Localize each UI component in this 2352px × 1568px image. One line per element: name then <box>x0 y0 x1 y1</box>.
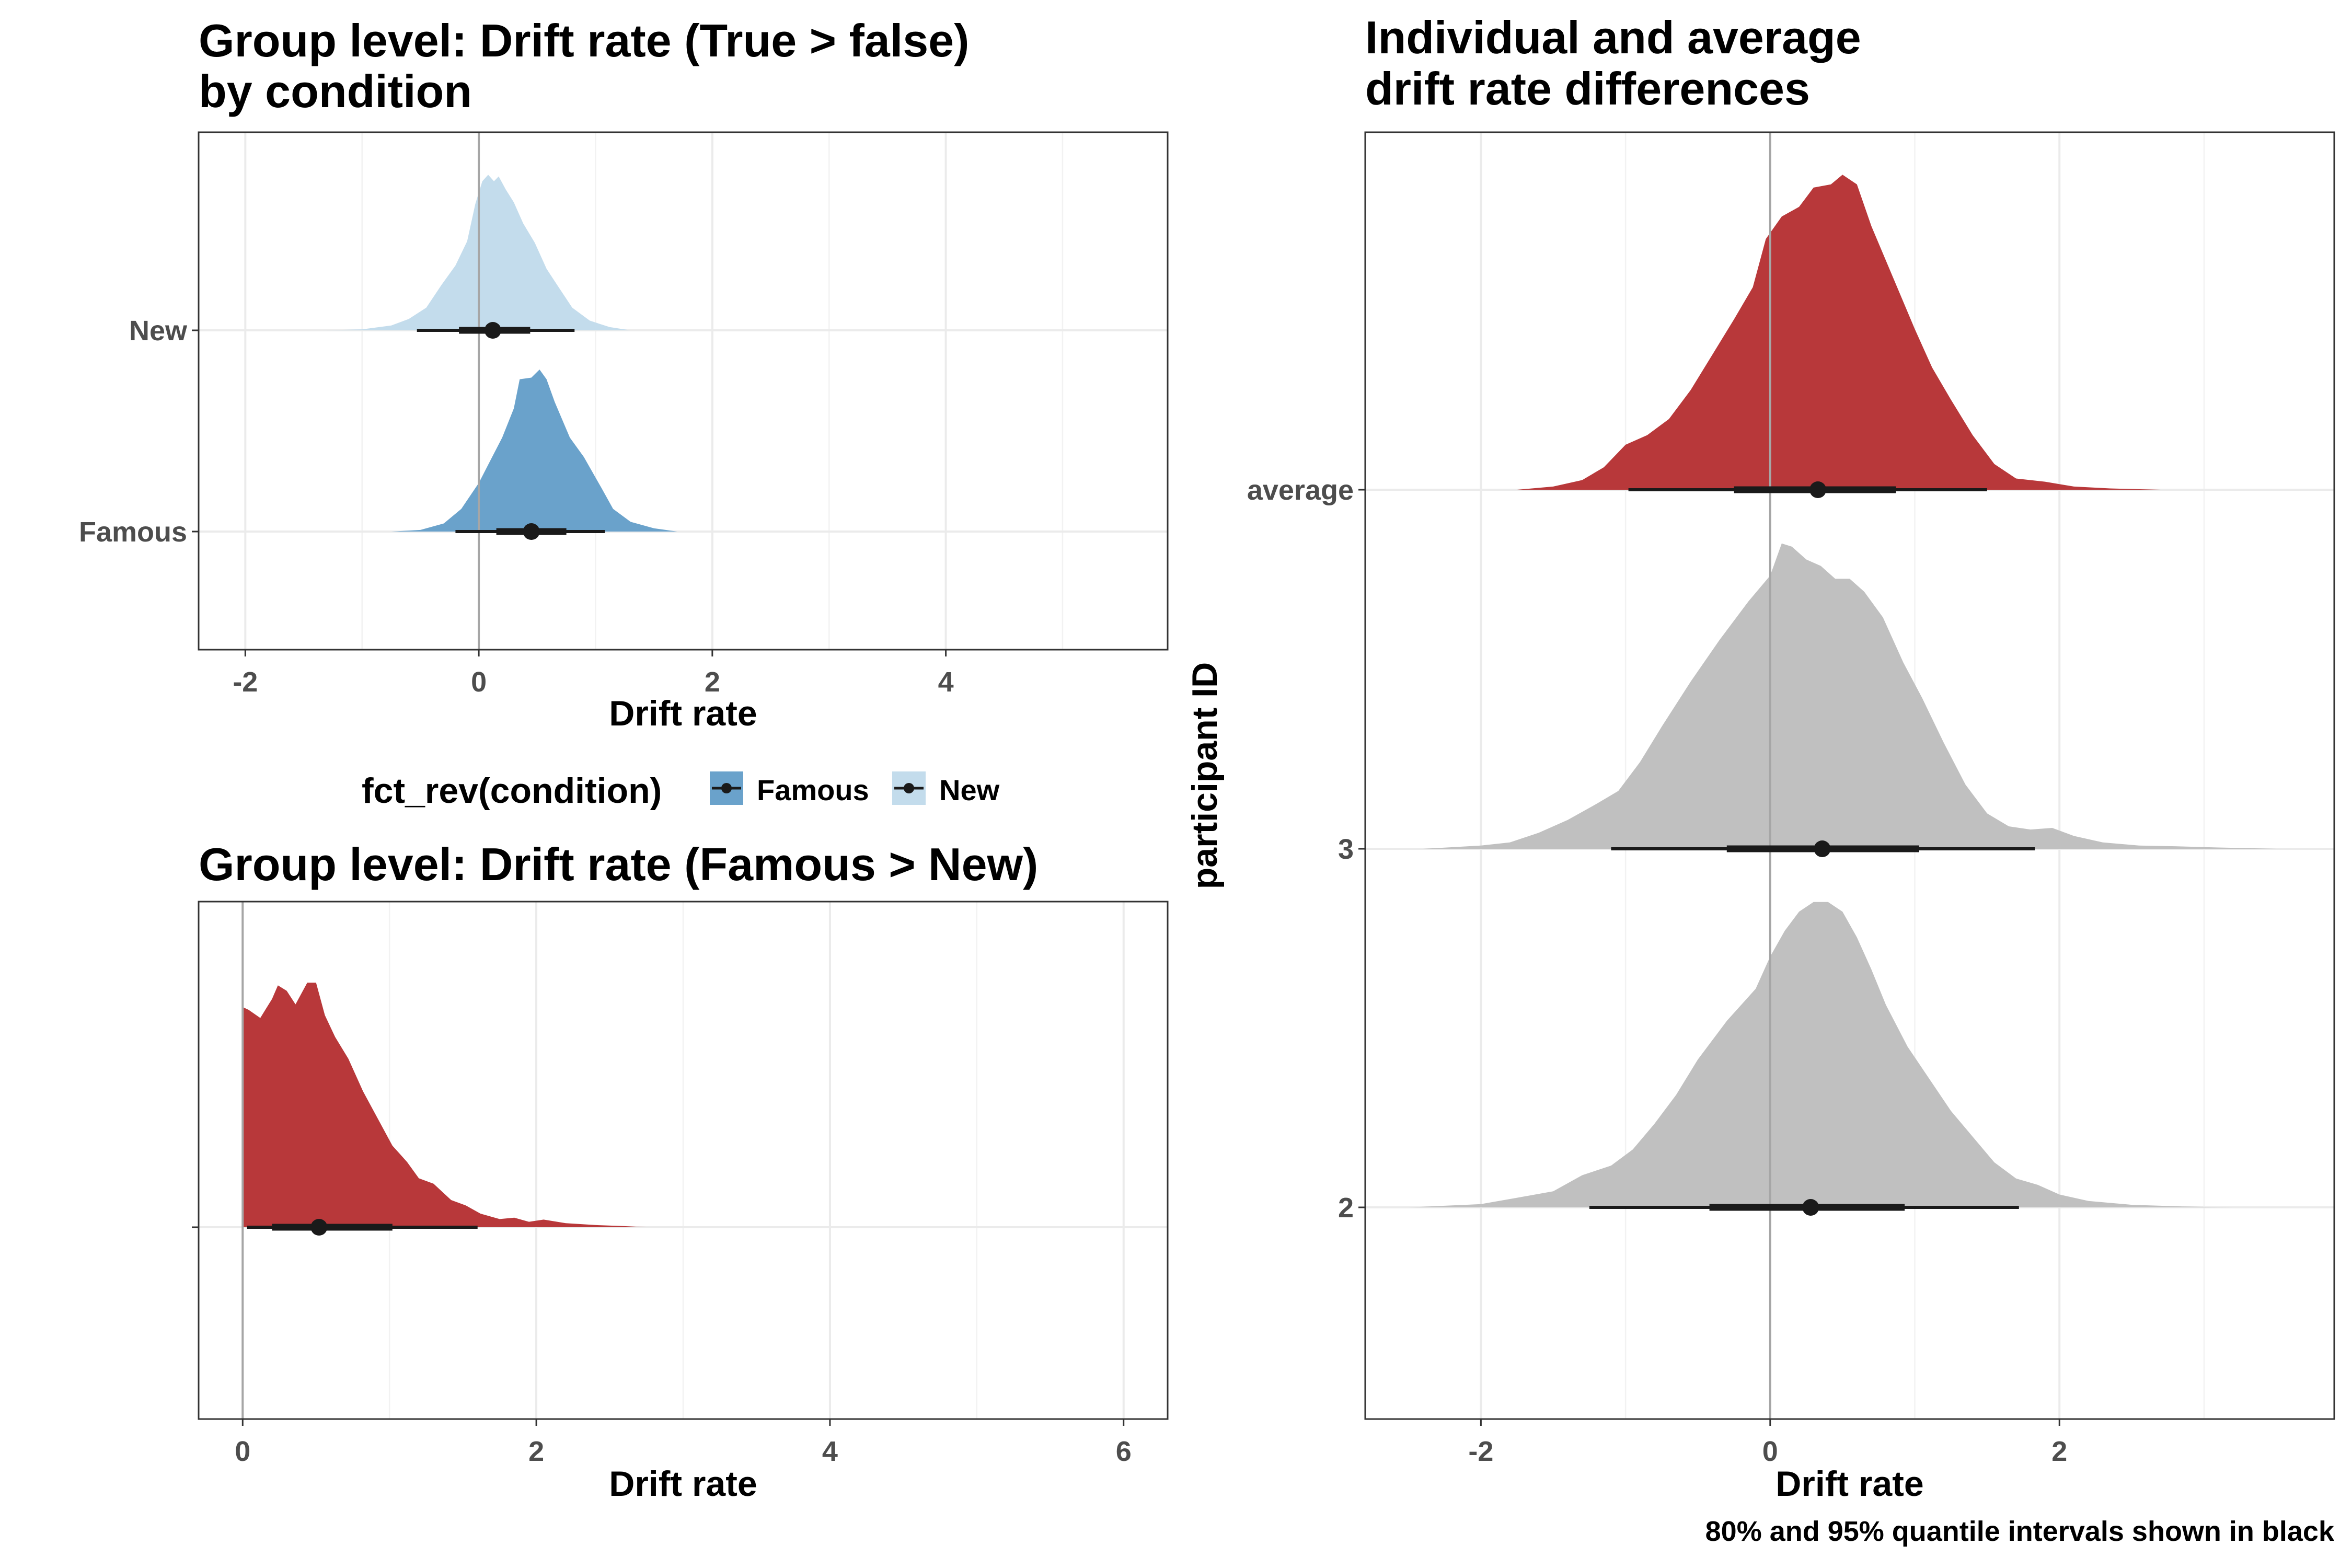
panel-individual-y-axis: average 3 2 <box>1247 475 1365 1224</box>
median-point-difference <box>310 1219 328 1236</box>
panel-difference-intervals <box>247 1219 478 1236</box>
legend: fct_rev(condition) Famous New <box>362 771 1000 811</box>
legend-key-famous-point <box>721 783 732 793</box>
panel-condition-x-axis: -2 0 2 4 <box>233 650 954 698</box>
panel-condition-intervals <box>417 322 605 540</box>
y-tick-label: 3 <box>1338 834 1354 865</box>
x-tick-label: 4 <box>938 666 954 698</box>
panel-difference-title: Group level: Drift rate (Famous > New) <box>199 838 1038 890</box>
legend-label-famous: Famous <box>757 774 869 806</box>
panel-individual-x-axis: -2 0 2 <box>1468 1419 2067 1467</box>
density-average <box>1517 175 2161 490</box>
median-point-2 <box>1802 1199 1819 1216</box>
density-Famous <box>391 370 677 532</box>
panel-condition-x-axis-title: Drift rate <box>609 694 757 733</box>
legend-item-new: New <box>892 771 1000 806</box>
density-New <box>321 175 631 330</box>
panel-condition-title-line-1: Group level: Drift rate (True > false) <box>199 15 969 66</box>
legend-key-new-point <box>904 783 914 793</box>
panel-difference-x-axis-title: Drift rate <box>609 1464 757 1504</box>
panel-individual-densities <box>1409 175 2277 1207</box>
legend-label-new: New <box>939 774 1000 806</box>
panel-individual-x-axis-title: Drift rate <box>1775 1464 1923 1504</box>
caption: 80% and 95% quantile intervals shown in … <box>1705 1516 2335 1547</box>
panel-individual-title-line-2: drift rate differences <box>1365 63 1810 114</box>
x-tick-label: 2 <box>528 1436 544 1467</box>
panel-individual: Individual and average drift rate differ… <box>1185 11 2335 1504</box>
y-tick-label: 2 <box>1338 1192 1354 1224</box>
panel-individual-frame <box>1364 131 2335 1420</box>
median-point-Famous <box>523 523 540 540</box>
x-tick-label: -2 <box>1468 1436 1493 1467</box>
x-tick-label: 0 <box>471 666 487 698</box>
panel-individual-y-axis-title: participant ID <box>1185 662 1225 890</box>
median-point-average <box>1809 481 1827 498</box>
x-tick-label: 6 <box>1116 1436 1132 1467</box>
x-tick-label: 0 <box>235 1436 250 1467</box>
panel-condition-title-line-2: by condition <box>199 65 472 117</box>
panel-difference-x-axis: 0 2 4 6 <box>235 1419 1132 1467</box>
panel-condition: Group level: Drift rate (True > false) b… <box>79 15 1169 733</box>
panel-individual-title-line-1: Individual and average <box>1365 11 1861 63</box>
panel-difference: Group level: Drift rate (Famous > New) 0… <box>192 838 1169 1504</box>
x-tick-label: -2 <box>233 666 258 698</box>
y-tick-label: Famous <box>79 516 187 548</box>
panel-difference-densities <box>243 983 647 1227</box>
median-point-New <box>484 322 501 339</box>
legend-item-famous: Famous <box>710 771 869 806</box>
panel-condition-gridlines <box>199 132 1168 650</box>
panel-condition-y-axis: New Famous <box>79 315 199 548</box>
x-tick-label: 4 <box>822 1436 838 1467</box>
density-3 <box>1423 543 2277 849</box>
y-tick-label: New <box>129 315 188 347</box>
y-tick-label: average <box>1247 475 1354 506</box>
legend-title: fct_rev(condition) <box>362 771 662 811</box>
panel-condition-frame <box>198 131 1169 651</box>
x-tick-label: 2 <box>2051 1436 2067 1467</box>
x-tick-label: 2 <box>705 666 720 698</box>
density-difference <box>243 983 647 1227</box>
panel-condition-densities <box>321 175 677 532</box>
panel-individual-intervals <box>1589 481 2035 1216</box>
x-tick-label: 0 <box>1762 1436 1778 1467</box>
density-2 <box>1409 902 2233 1207</box>
median-point-3 <box>1814 840 1831 857</box>
panel-difference-frame <box>198 901 1169 1420</box>
